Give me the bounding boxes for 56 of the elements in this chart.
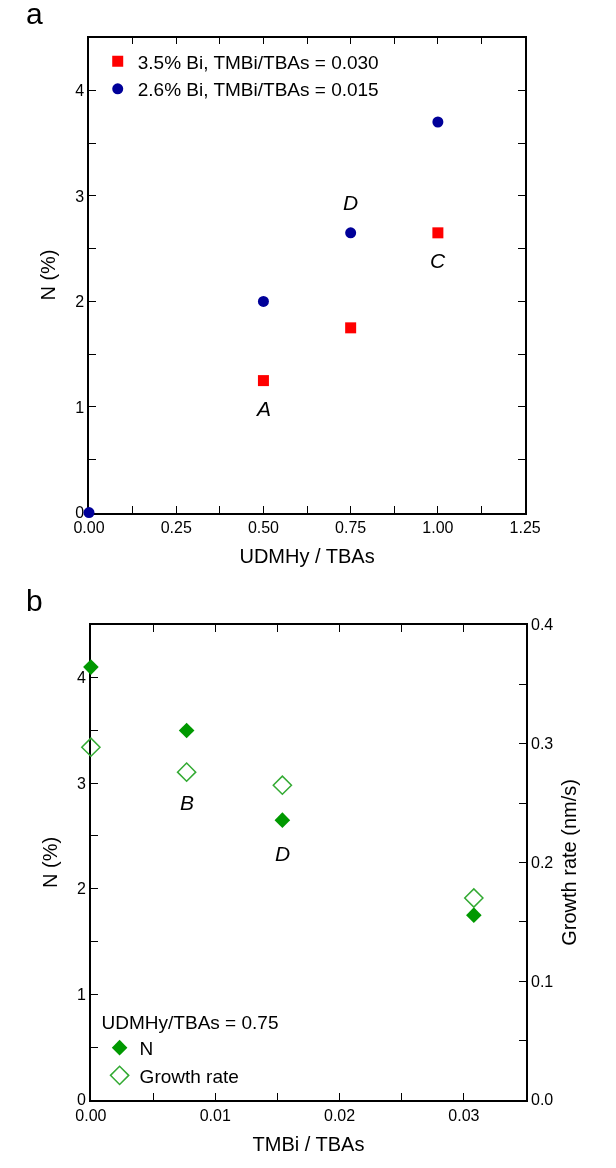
point (466, 907, 482, 923)
x-tick-label: 0.02 (323, 1106, 356, 1124)
annotation: C (430, 249, 446, 272)
annotation: D (275, 842, 291, 865)
legend-label: Growth rate (139, 1065, 239, 1087)
point (345, 322, 357, 334)
annotation: B (180, 791, 195, 814)
y-tick-label: 3 (75, 187, 85, 205)
point (274, 812, 291, 828)
y-tick-label: 4 (75, 81, 85, 99)
y-tick-label: 4 (77, 669, 87, 687)
y2-tick-label: 0.3 (531, 735, 554, 753)
point (83, 507, 95, 519)
legend-label: N (139, 1038, 154, 1060)
x-tick-label: 1.00 (422, 519, 454, 537)
x-tick-label: 1.25 (509, 519, 541, 537)
legend-title: UDMHy/TBAs = 0.75 (101, 1011, 279, 1033)
point (257, 375, 269, 387)
x-axis-title: TMBi / TBAs (252, 1132, 365, 1155)
x-tick-label: 0.03 (448, 1106, 480, 1124)
x-tick-label: 0.75 (335, 519, 367, 537)
y-tick-label: 1 (77, 985, 87, 1003)
point (432, 116, 444, 128)
annotation: D (343, 191, 359, 214)
legend-label: 2.6% Bi, TMBi/TBAs = 0.015 (137, 79, 379, 101)
point (178, 722, 195, 739)
y-axis-title: N (%) (37, 249, 60, 301)
annotation: A (255, 397, 272, 420)
x-tick-label: 0.01 (199, 1106, 231, 1124)
point (345, 227, 357, 239)
chart-title: a (26, 0, 43, 30)
point (272, 775, 293, 796)
y-tick-label: 0 (77, 1091, 87, 1109)
y2-tick-label: 0.2 (531, 853, 554, 871)
point (81, 737, 101, 758)
chart-title: b (26, 584, 43, 617)
y-axis-title: N (%) (39, 836, 62, 888)
x-tick-label: 0.00 (75, 1106, 107, 1124)
point (463, 888, 484, 908)
y2-tick-label: 0.0 (531, 1091, 554, 1109)
y-tick-label: 0 (75, 504, 85, 522)
point (176, 762, 197, 782)
legend-label: 3.5% Bi, TMBi/TBAs = 0.030 (137, 51, 379, 73)
x-tick-label: 0.25 (160, 519, 192, 537)
y-tick-label: 2 (77, 880, 87, 898)
y-tick-label: 1 (75, 398, 85, 416)
x-tick-label: 0.00 (73, 519, 105, 537)
y2-tick-label: 0.1 (531, 972, 554, 990)
x-tick-label: 0.50 (247, 519, 280, 537)
point (432, 227, 444, 239)
y-tick-label: 3 (77, 774, 87, 792)
y2-tick-label: 0.4 (531, 616, 554, 634)
x-axis-title: UDMHy / TBAs (239, 545, 375, 568)
point (257, 295, 269, 307)
y2-axis-title: Growth rate (nm/s) (558, 779, 581, 946)
y-tick-label: 2 (75, 293, 85, 311)
